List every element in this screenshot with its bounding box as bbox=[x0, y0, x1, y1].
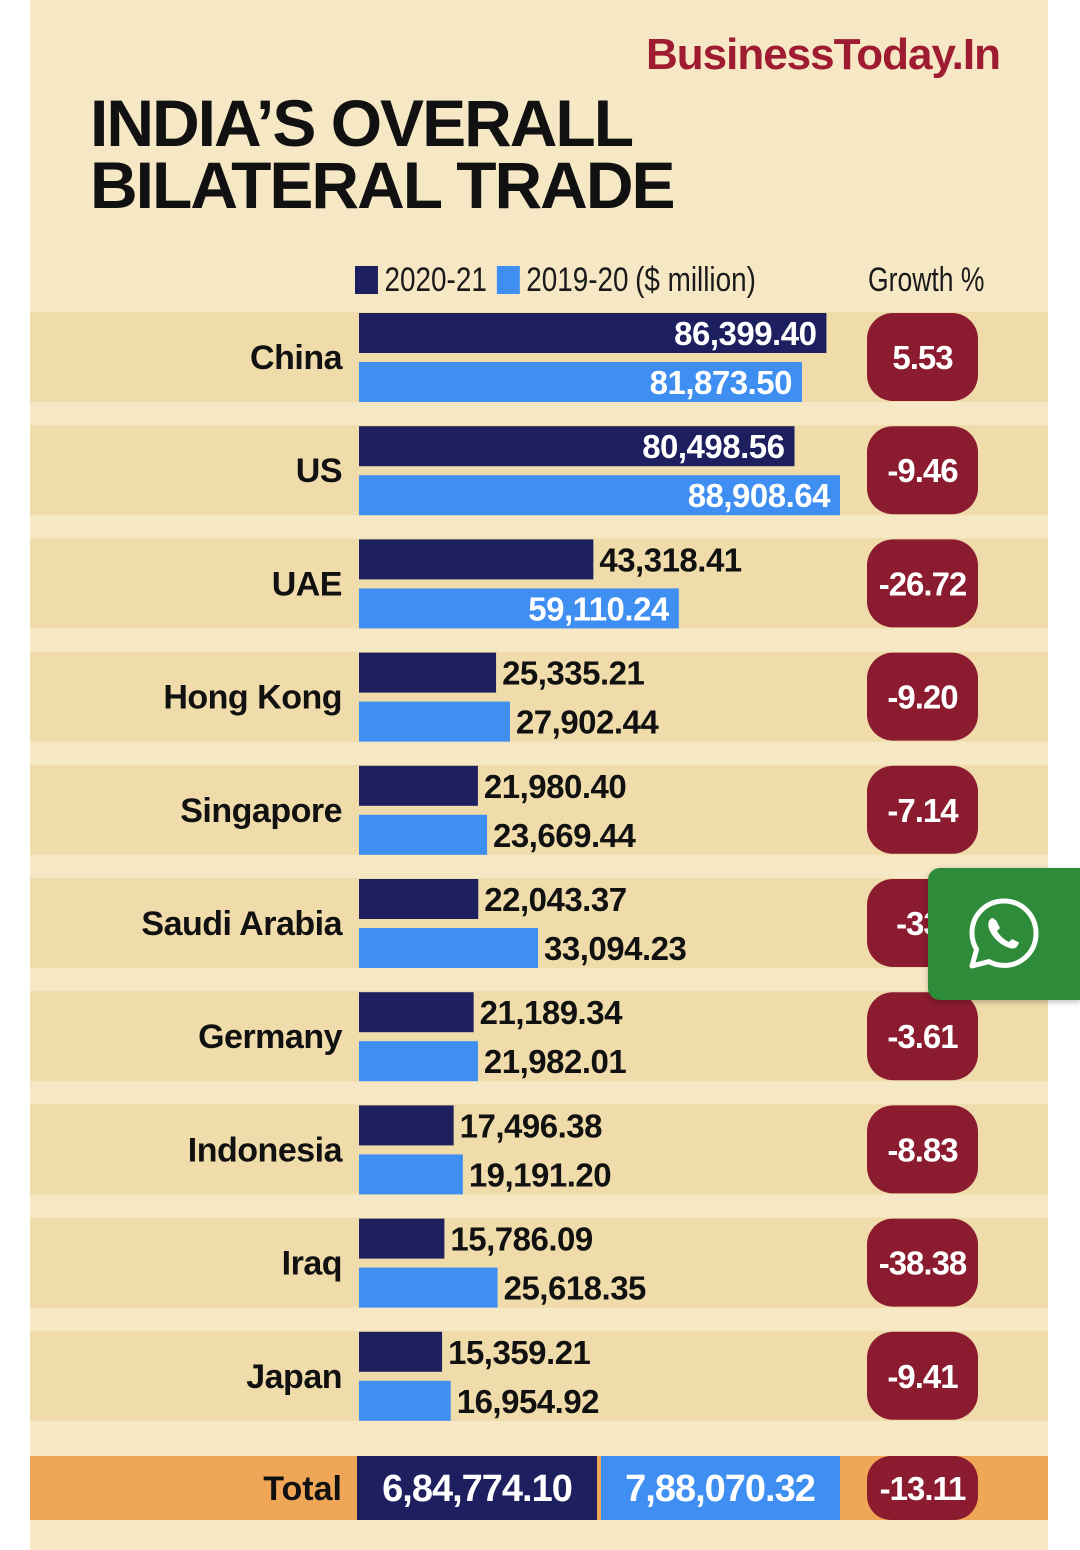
bar-2020-21 bbox=[359, 992, 474, 1033]
growth-value: -9.46 bbox=[887, 452, 958, 489]
data-label: 15,786.09 bbox=[450, 1221, 592, 1258]
chart-title: INDIA’S OVERALL BILATERAL TRADE bbox=[90, 86, 676, 222]
legend-swatch-current bbox=[355, 266, 378, 294]
category-label: Germany bbox=[198, 1018, 342, 1056]
bar-2019-20 bbox=[359, 1041, 478, 1082]
bar-2019-20 bbox=[359, 1380, 451, 1421]
data-label: 86,399.40 bbox=[674, 315, 816, 352]
legend-unit: ($ million) bbox=[635, 260, 756, 299]
bar-2020-21 bbox=[359, 1218, 445, 1259]
category-label: Japan bbox=[246, 1358, 342, 1396]
total-growth-value: -13.11 bbox=[880, 1470, 966, 1507]
total-value-2020-21: 6,84,774.10 bbox=[382, 1468, 572, 1510]
growth-value: -3.61 bbox=[887, 1018, 958, 1055]
bar-2020-21 bbox=[359, 539, 594, 580]
growth-badge bbox=[867, 426, 978, 515]
data-label: 22,043.37 bbox=[484, 881, 626, 918]
bar-2019-20 bbox=[359, 928, 539, 968]
bar-2019-20 bbox=[359, 814, 488, 855]
title-line-1: INDIA’S OVERALL bbox=[90, 86, 634, 160]
data-label: 25,335.21 bbox=[502, 655, 644, 692]
data-label: 33,094.23 bbox=[544, 930, 686, 967]
brand-logo: BusinessToday.In bbox=[645, 30, 1001, 79]
bar-2020-21 bbox=[359, 313, 827, 353]
growth-badge bbox=[867, 313, 978, 401]
data-label: 21,982.01 bbox=[484, 1043, 626, 1080]
growth-value: -9.41 bbox=[887, 1358, 958, 1395]
data-label: 23,669.44 bbox=[493, 817, 636, 854]
category-label: Singapore bbox=[180, 792, 342, 830]
category-label: Indonesia bbox=[188, 1131, 344, 1169]
data-label: 43,318.41 bbox=[599, 541, 741, 578]
legend-label-current: 2020-21 bbox=[384, 260, 487, 299]
total-value-2019-20: 7,88,070.32 bbox=[625, 1468, 815, 1510]
growth-value: -9.20 bbox=[887, 679, 957, 716]
category-label: Hong Kong bbox=[163, 679, 342, 717]
title-line-2: BILATERAL TRADE bbox=[90, 148, 676, 222]
total-box-2020-21 bbox=[357, 1456, 597, 1520]
bar-2020-21 bbox=[359, 1331, 443, 1372]
data-label: 25,618.35 bbox=[504, 1270, 646, 1307]
growth-badge bbox=[867, 1218, 978, 1307]
total-box-2019-20 bbox=[601, 1456, 840, 1520]
data-label: 15,359.21 bbox=[448, 1334, 590, 1371]
legend-label-previous: 2019-20 bbox=[526, 260, 629, 299]
total-growth-badge bbox=[867, 1456, 978, 1520]
category-label: Saudi Arabia bbox=[141, 905, 343, 943]
bar-2019-20 bbox=[359, 1267, 498, 1308]
data-label: 19,191.20 bbox=[469, 1156, 611, 1193]
growth-badge bbox=[867, 539, 978, 628]
legend: 2020-21 2019-20 ($ million) bbox=[355, 258, 756, 302]
growth-badge bbox=[867, 652, 978, 741]
whatsapp-share-button[interactable] bbox=[928, 868, 1080, 1000]
growth-badge bbox=[867, 992, 978, 1081]
category-label: US bbox=[296, 452, 342, 490]
bar-2020-21 bbox=[359, 652, 497, 693]
growth-value: -38.38 bbox=[879, 1245, 967, 1282]
bar-2019-20 bbox=[359, 1154, 463, 1195]
bar-2020-21 bbox=[359, 1105, 454, 1146]
growth-badge bbox=[867, 1331, 978, 1420]
category-label: UAE bbox=[272, 565, 342, 603]
data-label: 17,496.38 bbox=[460, 1107, 602, 1144]
data-label: 27,902.44 bbox=[516, 704, 659, 741]
data-label: 16,954.92 bbox=[457, 1383, 599, 1420]
bar-2020-21 bbox=[359, 426, 795, 467]
data-label: 21,980.40 bbox=[484, 768, 626, 805]
growth-value: 5.53 bbox=[892, 339, 953, 376]
legend-swatch-previous bbox=[496, 266, 520, 294]
growth-value: -8.83 bbox=[887, 1131, 958, 1168]
data-label: 80,498.56 bbox=[642, 428, 784, 465]
bar-2019-20 bbox=[359, 588, 679, 629]
whatsapp-icon bbox=[969, 898, 1039, 969]
growth-badge bbox=[867, 765, 978, 854]
data-label: 21,189.34 bbox=[480, 994, 623, 1031]
bar-2019-20 bbox=[359, 701, 510, 742]
growth-value: -26.72 bbox=[879, 565, 967, 602]
bar-2020-21 bbox=[359, 879, 479, 919]
bar-2019-20 bbox=[359, 475, 840, 516]
data-label: 59,110.24 bbox=[528, 590, 670, 627]
growth-badge bbox=[867, 1105, 978, 1194]
growth-header: Growth % bbox=[868, 260, 985, 299]
category-label: Iraq bbox=[282, 1245, 342, 1283]
bar-2019-20 bbox=[359, 362, 802, 402]
category-label: China bbox=[250, 339, 344, 377]
bar-2020-21 bbox=[359, 765, 478, 806]
data-label: 81,873.50 bbox=[650, 364, 792, 401]
growth-value: -7.14 bbox=[887, 792, 959, 829]
data-label: 88,908.64 bbox=[688, 477, 831, 514]
total-label: Total bbox=[263, 1470, 342, 1508]
